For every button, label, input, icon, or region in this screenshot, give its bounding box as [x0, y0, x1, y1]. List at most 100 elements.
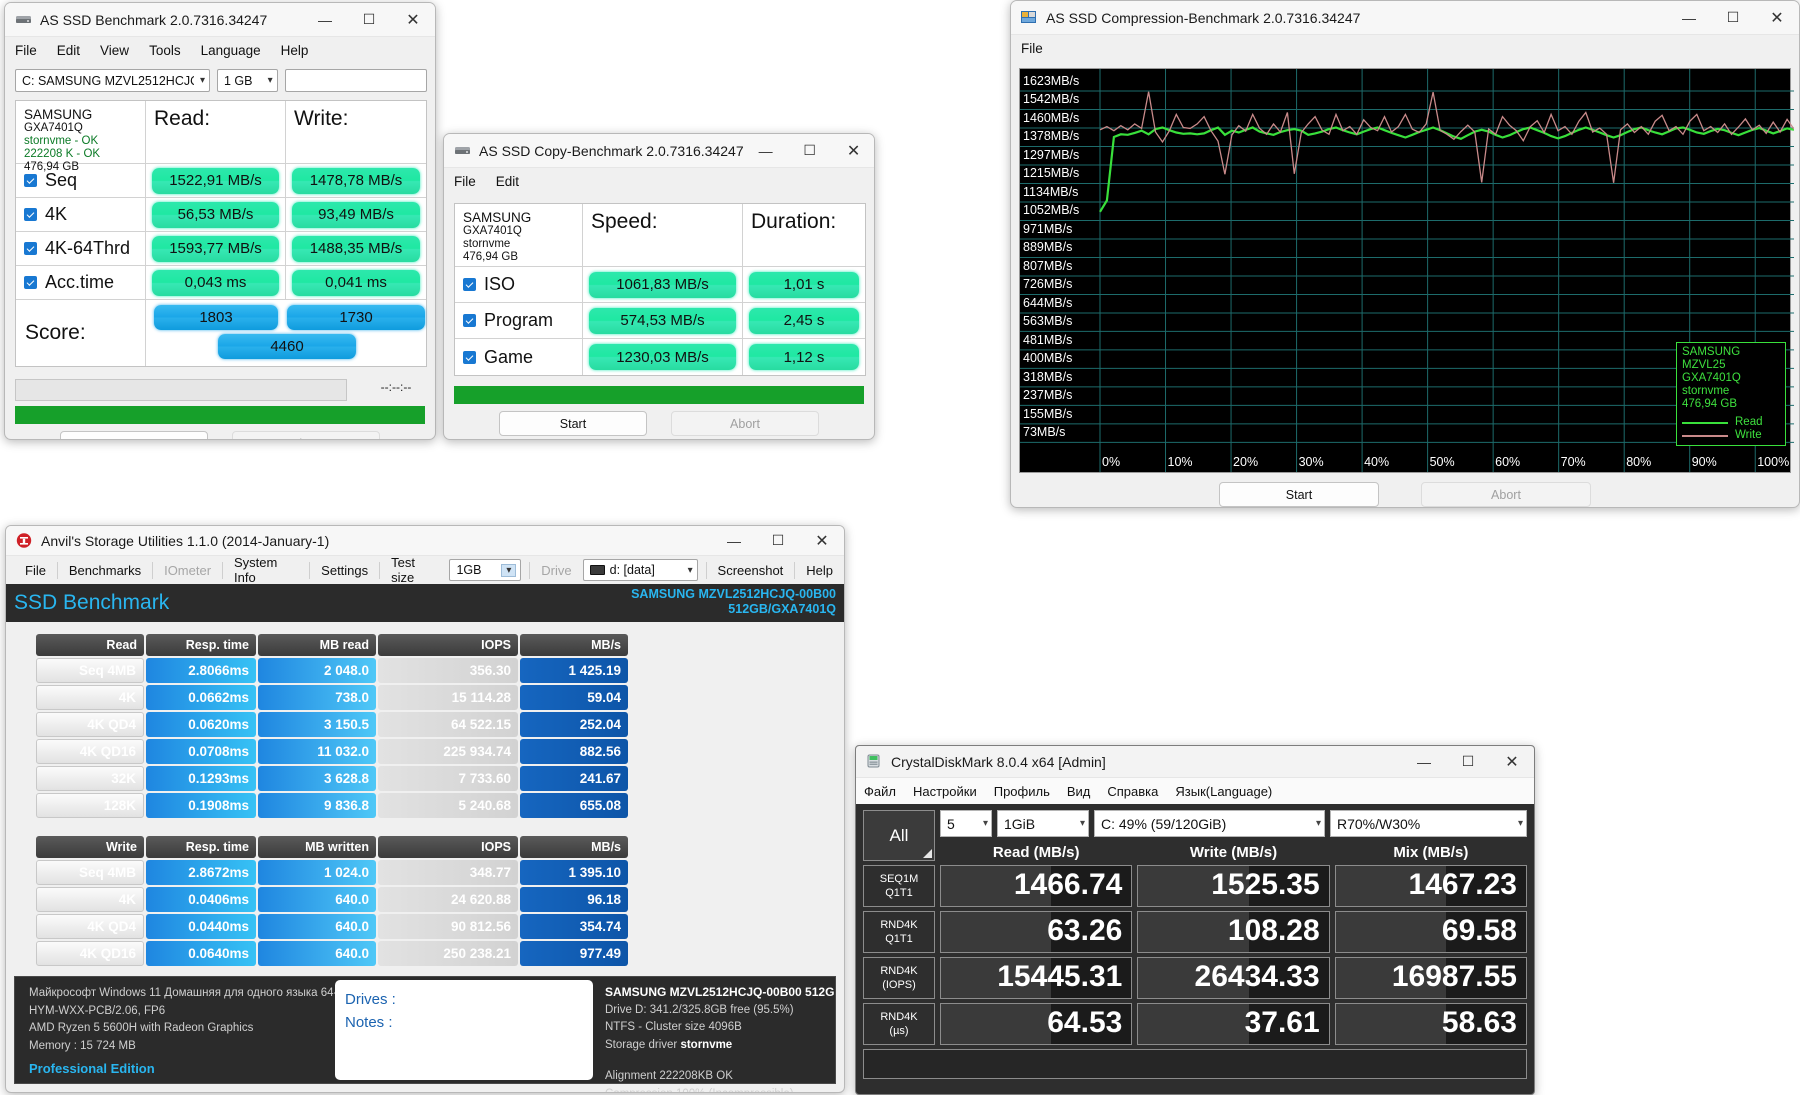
- menu-file[interactable]: File: [25, 562, 46, 578]
- row-iso-label-cell[interactable]: ISO: [455, 267, 583, 302]
- toolbar[interactable]: C: SAMSUNG MZVL2512HCJQ-00B00 ▾ 1 GB ▾: [5, 64, 435, 98]
- window-controls[interactable]: — ☐ ✕: [744, 134, 874, 167]
- checkbox-seq[interactable]: [24, 174, 37, 187]
- table-row[interactable]: 4K QD4 0.0440ms 640.0 90 812.56 354.74: [36, 914, 628, 939]
- close-button[interactable]: ✕: [815, 532, 829, 550]
- abort-button[interactable]: Abort: [1421, 482, 1591, 507]
- menu-file[interactable]: File: [454, 174, 476, 189]
- count-select[interactable]: 5 ▾: [940, 810, 992, 837]
- minimize-button[interactable]: —: [318, 11, 332, 28]
- menu-file[interactable]: Файл: [864, 783, 896, 799]
- window-controls[interactable]: — ☐ ✕: [303, 3, 435, 36]
- checkbox-program[interactable]: [463, 314, 476, 327]
- minimize-button[interactable]: —: [1417, 753, 1431, 770]
- size-select[interactable]: 1 GB ▾: [217, 69, 278, 92]
- mix-select[interactable]: R70%/W30% ▾: [1330, 810, 1527, 837]
- as-ssd-copy-benchmark-window[interactable]: AS SSD Copy-Benchmark 2.0.7316.34247 — ☐…: [443, 133, 875, 440]
- row-program-label-cell[interactable]: Program: [455, 303, 583, 338]
- drive-select[interactable]: d: [data] ▾: [582, 559, 698, 581]
- checkbox-acc-time[interactable]: [24, 276, 37, 289]
- maximize-button[interactable]: ☐: [1461, 753, 1475, 769]
- screenshot-button[interactable]: Screenshot: [717, 562, 784, 578]
- menu-help[interactable]: Help: [280, 43, 309, 58]
- as-ssd-compression-benchmark-window[interactable]: AS SSD Compression-Benchmark 2.0.7316.34…: [1010, 0, 1800, 508]
- maximize-button[interactable]: ☐: [803, 142, 816, 158]
- menubar[interactable]: File: [1011, 35, 1799, 62]
- menubar[interactable]: File Edit View Tools Language Help: [5, 37, 435, 64]
- start-button[interactable]: Start: [499, 411, 647, 436]
- table-row[interactable]: Program 574,53 MB/s 2,45 s: [455, 303, 865, 339]
- button-row[interactable]: Start Abort: [444, 411, 874, 436]
- menu-settings[interactable]: Настройки: [912, 783, 977, 799]
- table-row[interactable]: 32K 0.1293ms 3 628.8 7 733.60 241.67: [36, 766, 628, 791]
- checkbox-iso[interactable]: [463, 278, 476, 291]
- drive-select[interactable]: C: SAMSUNG MZVL2512HCJQ-00B00 ▾: [15, 69, 210, 92]
- table-row[interactable]: Acc.time 0,043 ms 0,041 ms: [16, 266, 426, 300]
- menubar[interactable]: File Edit: [444, 168, 874, 195]
- menu-language[interactable]: Language: [200, 43, 261, 58]
- menu-tools[interactable]: Tools: [149, 43, 181, 58]
- table-row[interactable]: 4K-64Thrd 1593,77 MB/s 1488,35 MB/s: [16, 232, 426, 266]
- window-controls[interactable]: — ☐ ✕: [1402, 746, 1534, 777]
- close-button[interactable]: ✕: [1505, 753, 1519, 771]
- row-seq-label-cell[interactable]: Seq: [16, 164, 146, 197]
- table-row[interactable]: Seq 4MB 2.8672ms 1 024.0 348.77 1 395.10: [36, 860, 628, 885]
- drive-select[interactable]: C: 49% (59/120GiB) ▾: [1094, 810, 1325, 837]
- maximize-button[interactable]: ☐: [1726, 9, 1740, 25]
- table-row[interactable]: 4K QD4 0.0620ms 3 150.5 64 522.15 252.04: [36, 712, 628, 737]
- table-row[interactable]: 4K QD16 0.0640ms 640.0 250 238.21 977.49: [36, 941, 628, 966]
- menu-language[interactable]: Язык(Language): [1175, 783, 1273, 799]
- checkbox-4k-64thrd[interactable]: [24, 242, 37, 255]
- menu-help[interactable]: Справка: [1107, 783, 1159, 799]
- menu-file[interactable]: File: [15, 43, 37, 58]
- size-select[interactable]: 1GiB ▾: [997, 810, 1089, 837]
- checkbox-game[interactable]: [463, 350, 476, 364]
- window-controls[interactable]: — ☐ ✕: [1667, 1, 1799, 34]
- maximize-button[interactable]: ☐: [771, 532, 785, 548]
- abort-button[interactable]: Abort: [671, 411, 819, 436]
- name-input[interactable]: [284, 69, 427, 92]
- menu-profile[interactable]: Профиль: [993, 783, 1050, 799]
- menu-iometer[interactable]: IOmeter: [164, 562, 212, 578]
- table-row[interactable]: 4K 0.0662ms 738.0 15 114.28 59.04: [36, 685, 628, 710]
- menu-view[interactable]: View: [100, 43, 130, 58]
- table-row[interactable]: 4K QD16 0.0708ms 11 032.0 225 934.74 882.56: [36, 739, 628, 764]
- table-row[interactable]: 4K 56,53 MB/s 93,49 MB/s: [16, 198, 426, 232]
- notes-panel[interactable]: Drives : Notes :: [335, 980, 593, 1080]
- button-row[interactable]: Start Abort: [1011, 482, 1799, 507]
- menu-system-info[interactable]: System Info: [233, 555, 278, 585]
- table-row[interactable]: 4K 0.0406ms 640.0 24 620.88 96.18: [36, 887, 628, 912]
- crystaldiskmark-window[interactable]: CrystalDiskMark 8.0.4 x64 [Admin] — ☐ ✕ …: [855, 745, 1535, 1095]
- menu-edit[interactable]: Edit: [56, 43, 81, 58]
- abort-button[interactable]: Abort: [232, 431, 380, 439]
- table-row[interactable]: ISO 1061,83 MB/s 1,01 s: [455, 267, 865, 303]
- table-row[interactable]: 128K 0.1908ms 9 836.8 5 240.68 655.08: [36, 793, 628, 818]
- test-size-select[interactable]: 1GB ▾: [449, 559, 522, 581]
- menu-settings[interactable]: Settings: [321, 562, 369, 578]
- minimize-button[interactable]: —: [1682, 9, 1696, 26]
- table-row[interactable]: Game 1230,03 MB/s 1,12 s: [455, 339, 865, 375]
- row-acctime-label-cell[interactable]: Acc.time: [16, 266, 146, 299]
- chevron-down-icon[interactable]: ▾: [501, 563, 517, 577]
- anvil-storage-utilities-window[interactable]: Anvil's Storage Utilities 1.1.0 (2014-Ja…: [5, 525, 845, 1093]
- minimize-button[interactable]: —: [758, 142, 773, 159]
- maximize-button[interactable]: ☐: [362, 11, 376, 27]
- button-row[interactable]: Start Abort: [5, 431, 435, 439]
- as-ssd-benchmark-window[interactable]: AS SSD Benchmark 2.0.7316.34247 — ☐ ✕ Fi…: [4, 2, 436, 440]
- menu-benchmarks[interactable]: Benchmarks: [68, 562, 142, 578]
- checkbox-4k[interactable]: [24, 208, 37, 221]
- menu-view[interactable]: Вид: [1066, 783, 1091, 799]
- close-button[interactable]: ✕: [406, 11, 420, 29]
- all-button[interactable]: All: [863, 810, 935, 861]
- menu-file[interactable]: File: [1021, 41, 1043, 56]
- close-button[interactable]: ✕: [1770, 9, 1784, 27]
- cdm-menubar[interactable]: Файл Настройки Профиль Вид Справка Язык(…: [856, 778, 1534, 804]
- close-button[interactable]: ✕: [846, 142, 861, 160]
- start-button[interactable]: Start: [1219, 482, 1379, 507]
- menu-edit[interactable]: Edit: [495, 174, 520, 189]
- table-row[interactable]: Seq 4MB 2.8066ms 2 048.0 356.30 1 425.19: [36, 658, 628, 683]
- row-4k64-label-cell[interactable]: 4K-64Thrd: [16, 232, 146, 265]
- row-game-label-cell[interactable]: Game: [455, 339, 583, 375]
- window-controls[interactable]: — ☐ ✕: [712, 526, 844, 555]
- row-4k-label-cell[interactable]: 4K: [16, 198, 146, 231]
